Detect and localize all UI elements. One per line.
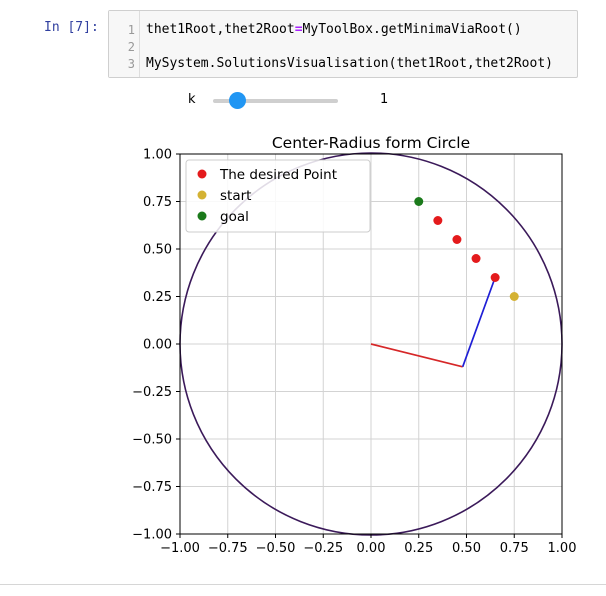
x-tick-label: 0.50 — [452, 541, 481, 556]
line-number: 1 — [127, 23, 135, 37]
y-tick-label: 0.00 — [143, 338, 172, 353]
desired-point — [452, 235, 462, 244]
x-tick-label: 0.25 — [404, 541, 433, 556]
x-tick-label: −1.00 — [160, 541, 200, 556]
code-text: MyToolBox.getMinimaViaRoot() — [302, 22, 522, 37]
code-text: thet1Root,thet2Root — [146, 22, 295, 37]
goal-point — [414, 197, 424, 206]
desired-point — [490, 273, 500, 282]
legend-label: The desired Point — [219, 167, 337, 183]
x-tick-label: −0.50 — [256, 541, 296, 556]
code-line[interactable]: thet1Root,thet2Root=MyToolBox.getMinimaV… — [146, 22, 522, 37]
slider-track[interactable] — [213, 99, 338, 103]
chart-title: Center-Radius form Circle — [272, 134, 470, 152]
line-number-gutter — [109, 11, 140, 77]
y-tick-label: −0.25 — [132, 385, 172, 400]
x-tick-label: 0.00 — [357, 541, 386, 556]
legend-label: goal — [220, 209, 249, 225]
line-number: 2 — [127, 40, 135, 54]
legend-marker — [197, 190, 207, 200]
y-tick-label: 1.00 — [143, 148, 172, 163]
code-line[interactable]: MySystem.SolutionsVisualisation(thet1Roo… — [146, 56, 553, 71]
slider-widget: k 1 — [0, 86, 606, 116]
arm-link — [461, 277, 496, 368]
code-operator: = — [294, 22, 303, 37]
y-tick-label: −0.50 — [132, 433, 172, 448]
legend-label: start — [220, 188, 251, 204]
x-tick-label: 0.75 — [500, 541, 529, 556]
cell-divider — [0, 584, 606, 585]
slider-value: 1 — [380, 92, 389, 107]
plot-figure: −1.00−1.00 −0.75 −0.75 −0.50 −0.50 −0.25 −0.25… — [132, 134, 577, 556]
x-tick-label: −0.25 — [303, 541, 343, 556]
start-point — [509, 292, 519, 301]
code-cell[interactable]: 1 2 3 thet1Root,thet2Root=MyToolBox.getM… — [108, 10, 578, 78]
y-tick-label: 0.75 — [143, 195, 172, 210]
line-number: 3 — [127, 57, 135, 71]
slider-handle[interactable] — [229, 92, 246, 109]
x-tick-label: 1.00 — [548, 541, 577, 556]
x-tick-label: −0.75 — [208, 541, 248, 556]
desired-point — [471, 254, 481, 263]
y-tick-label: −0.75 — [132, 480, 172, 495]
arm-link — [370, 343, 463, 368]
desired-point — [433, 216, 443, 225]
y-tick-label: −1.00 — [132, 528, 172, 543]
legend-box — [185, 159, 371, 233]
y-tick-label: 0.50 — [143, 243, 172, 258]
cell-prompt: In [7]: — [44, 20, 99, 35]
legend-marker — [197, 169, 207, 179]
legend-marker — [197, 211, 207, 221]
code-text: MySystem.SolutionsVisualisation(thet1Roo… — [146, 56, 553, 71]
y-tick-label: 0.25 — [143, 290, 172, 305]
slider-label: k — [188, 92, 196, 107]
